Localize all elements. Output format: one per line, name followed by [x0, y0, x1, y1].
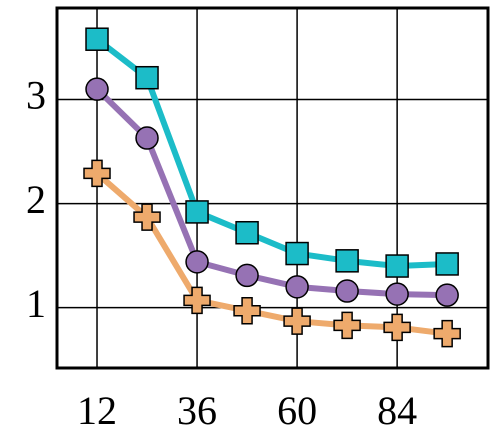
marker [85, 27, 109, 51]
marker [385, 282, 409, 306]
marker [183, 286, 211, 315]
marker [185, 200, 209, 224]
marker [233, 297, 261, 325]
marker [285, 275, 309, 299]
marker [433, 319, 461, 348]
marker [283, 307, 311, 335]
marker [85, 77, 109, 101]
x-tick-label: 36 [177, 388, 217, 433]
marker [133, 203, 161, 231]
marker [335, 279, 359, 303]
series-line [95, 171, 448, 337]
marker [285, 241, 309, 266]
marker [235, 263, 259, 288]
marker [335, 249, 359, 273]
x-tick-label: 12 [77, 388, 117, 433]
x-tick-label: 60 [277, 388, 317, 433]
marker [235, 220, 259, 245]
marker [135, 65, 159, 90]
marker [83, 159, 111, 188]
plot-frame [55, 6, 490, 370]
y-tick-label: 3 [26, 73, 46, 118]
marker [385, 254, 409, 278]
marker [135, 126, 159, 150]
marker [435, 283, 459, 307]
y-tick-label: 2 [26, 177, 46, 222]
marker [333, 311, 361, 340]
y-tick-label: 1 [26, 281, 46, 326]
marker [435, 252, 459, 276]
x-tick-label: 84 [377, 388, 417, 433]
marker [383, 313, 411, 342]
marker [185, 250, 209, 274]
